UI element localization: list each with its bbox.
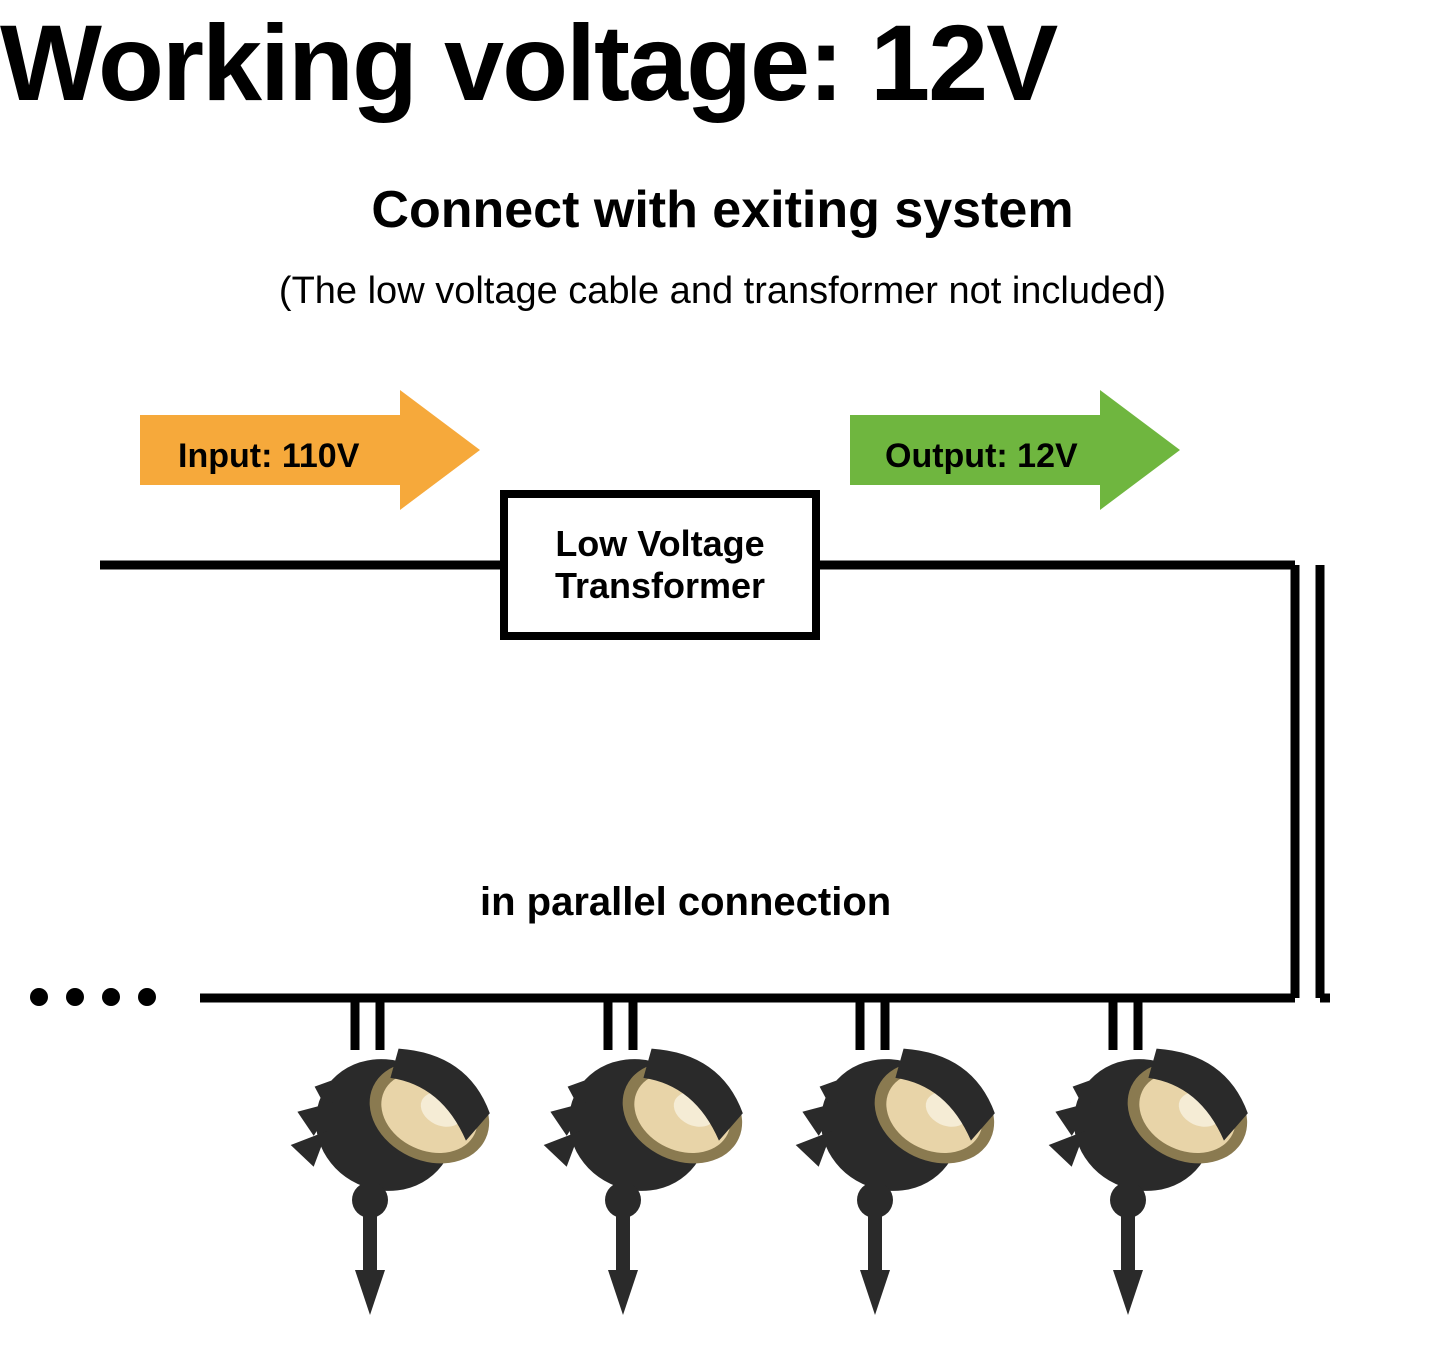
- note-text: (The low voltage cable and transformer n…: [0, 270, 1445, 313]
- continuation-dots: [30, 988, 156, 1006]
- dot-icon: [30, 988, 48, 1006]
- transformer-line1: Low Voltage: [555, 523, 764, 564]
- subtitle: Connect with exiting system: [0, 180, 1445, 240]
- dot-icon: [102, 988, 120, 1006]
- transformer-line2: Transformer: [555, 565, 765, 606]
- spotlight-icon: [1028, 1035, 1258, 1315]
- page-title: Working voltage: 12V: [0, 0, 1056, 125]
- parallel-connection-label: in parallel connection: [480, 880, 891, 925]
- input-arrow-label: Input: 110V: [178, 437, 359, 476]
- spotlight-icon: [523, 1035, 753, 1315]
- output-arrow-label: Output: 12V: [885, 437, 1078, 476]
- dot-icon: [138, 988, 156, 1006]
- dot-icon: [66, 988, 84, 1006]
- spotlight-icon: [270, 1035, 500, 1315]
- spotlight-icon: [775, 1035, 1005, 1315]
- transformer-box: Low Voltage Transformer: [500, 490, 820, 640]
